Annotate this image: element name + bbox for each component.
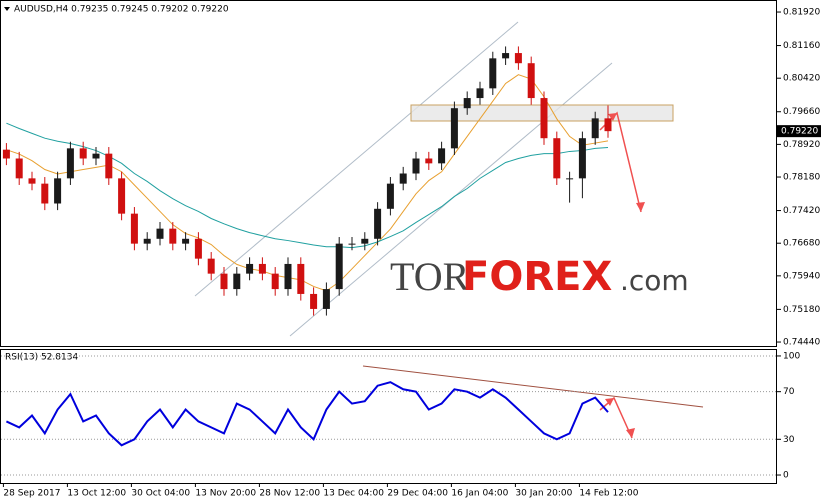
candle-body bbox=[604, 118, 612, 132]
candle-body bbox=[220, 273, 228, 290]
candle-body bbox=[118, 178, 126, 214]
candle-body bbox=[271, 273, 279, 290]
candle-body bbox=[540, 98, 548, 139]
candle-body bbox=[66, 148, 74, 179]
candle-body bbox=[566, 178, 574, 180]
y-tick-label: 0.78180 bbox=[783, 173, 820, 183]
candle-body bbox=[578, 138, 586, 179]
y-tick-label: 0.74440 bbox=[783, 338, 820, 348]
price-title: AUDUSD,H4 0.79235 0.79245 0.79202 0.7922… bbox=[14, 5, 229, 15]
last-price-box bbox=[777, 125, 821, 138]
candle-body bbox=[502, 53, 510, 59]
moving-average bbox=[6, 122, 609, 249]
watermark: .com bbox=[620, 264, 689, 297]
arrow-head bbox=[605, 398, 614, 406]
arrow-head bbox=[608, 113, 617, 121]
candle-body bbox=[246, 263, 254, 274]
last-price-label: 0.79220 bbox=[781, 127, 818, 137]
x-tick-label: 13 Oct 12:00 bbox=[67, 489, 126, 499]
y-tick-label: 0 bbox=[783, 471, 789, 481]
x-tick-label: 16 Jan 04:00 bbox=[451, 489, 508, 499]
rsi-pane bbox=[0, 349, 777, 484]
x-tick-label: 29 Dec 04:00 bbox=[387, 489, 448, 499]
x-tick-label: 14 Feb 12:00 bbox=[579, 489, 638, 499]
y-tick-label: 0.80420 bbox=[783, 74, 820, 84]
candle-body bbox=[194, 238, 202, 259]
collapse-icon bbox=[4, 7, 10, 11]
y-tick-label: 100 bbox=[783, 351, 800, 361]
annotations bbox=[194, 21, 704, 439]
candle-body bbox=[553, 138, 561, 179]
candle-body bbox=[143, 238, 151, 244]
x-tick-label: 28 Nov 12:00 bbox=[259, 489, 320, 499]
x-tick-label: 13 Dec 04:00 bbox=[323, 489, 384, 499]
candle-body bbox=[54, 178, 62, 204]
candle-body bbox=[2, 149, 10, 159]
candle-body bbox=[374, 208, 382, 239]
candle-body bbox=[425, 158, 433, 164]
candle-body bbox=[386, 183, 394, 209]
y-tick-label: 0.81920 bbox=[783, 8, 820, 18]
y-tick-label: 70 bbox=[783, 387, 795, 397]
candle-body bbox=[169, 228, 177, 244]
candle-body bbox=[92, 153, 100, 159]
y-tick-label: 0.78920 bbox=[783, 140, 820, 150]
x-tick-label: 30 Oct 04:00 bbox=[131, 489, 190, 499]
candle-body bbox=[412, 158, 420, 174]
candle-body bbox=[591, 118, 599, 139]
rsi-trendline bbox=[362, 365, 704, 408]
candle-body bbox=[310, 293, 318, 309]
watermark: FOREX bbox=[462, 254, 612, 300]
x-tick-label: 30 Jan 20:00 bbox=[515, 489, 572, 499]
candle-body bbox=[361, 238, 369, 244]
candle-body bbox=[335, 243, 343, 290]
candle-body bbox=[258, 263, 266, 274]
candle-body bbox=[297, 263, 305, 294]
candle-body bbox=[399, 173, 407, 184]
arrow-head bbox=[626, 428, 635, 438]
candle-body bbox=[105, 153, 113, 179]
price-pane bbox=[0, 0, 777, 347]
candle-body bbox=[79, 148, 87, 159]
candle-body bbox=[156, 228, 164, 239]
y-tick-label: 0.77420 bbox=[783, 206, 820, 216]
rsi-line bbox=[5, 381, 609, 447]
y-tick-label: 0.79660 bbox=[783, 107, 820, 117]
candle-body bbox=[207, 258, 215, 274]
channel-line bbox=[194, 21, 519, 297]
rsi-title: RSI(13) 52.8134 bbox=[5, 353, 78, 363]
candle-body bbox=[284, 263, 292, 290]
candle-body bbox=[182, 238, 190, 244]
candle-body bbox=[450, 108, 458, 149]
candle-body bbox=[233, 273, 241, 290]
watermark: TOR bbox=[390, 254, 470, 299]
y-tick-label: 0.81160 bbox=[783, 41, 820, 51]
candle-body bbox=[28, 178, 36, 184]
candle-body bbox=[438, 148, 446, 164]
x-tick-label: 28 Sep 2017 bbox=[3, 489, 60, 499]
candle-body bbox=[489, 58, 497, 89]
x-tick-label: 13 Nov 20:00 bbox=[195, 489, 256, 499]
candle-body bbox=[463, 98, 471, 109]
arrow-head bbox=[636, 202, 645, 212]
candle-body bbox=[348, 243, 356, 245]
candle-body bbox=[41, 183, 49, 204]
forecast-arrow bbox=[599, 396, 633, 439]
candle-body bbox=[130, 213, 138, 244]
candle-body bbox=[476, 88, 484, 99]
y-tick-label: 0.75940 bbox=[783, 271, 820, 281]
y-tick-label: 0.75180 bbox=[783, 305, 820, 315]
candle-body bbox=[15, 158, 23, 179]
candle-body bbox=[322, 289, 330, 309]
candle-body bbox=[514, 53, 522, 64]
candle-body bbox=[527, 63, 535, 99]
y-tick-label: 30 bbox=[783, 435, 795, 445]
y-tick-label: 0.76680 bbox=[783, 239, 820, 249]
